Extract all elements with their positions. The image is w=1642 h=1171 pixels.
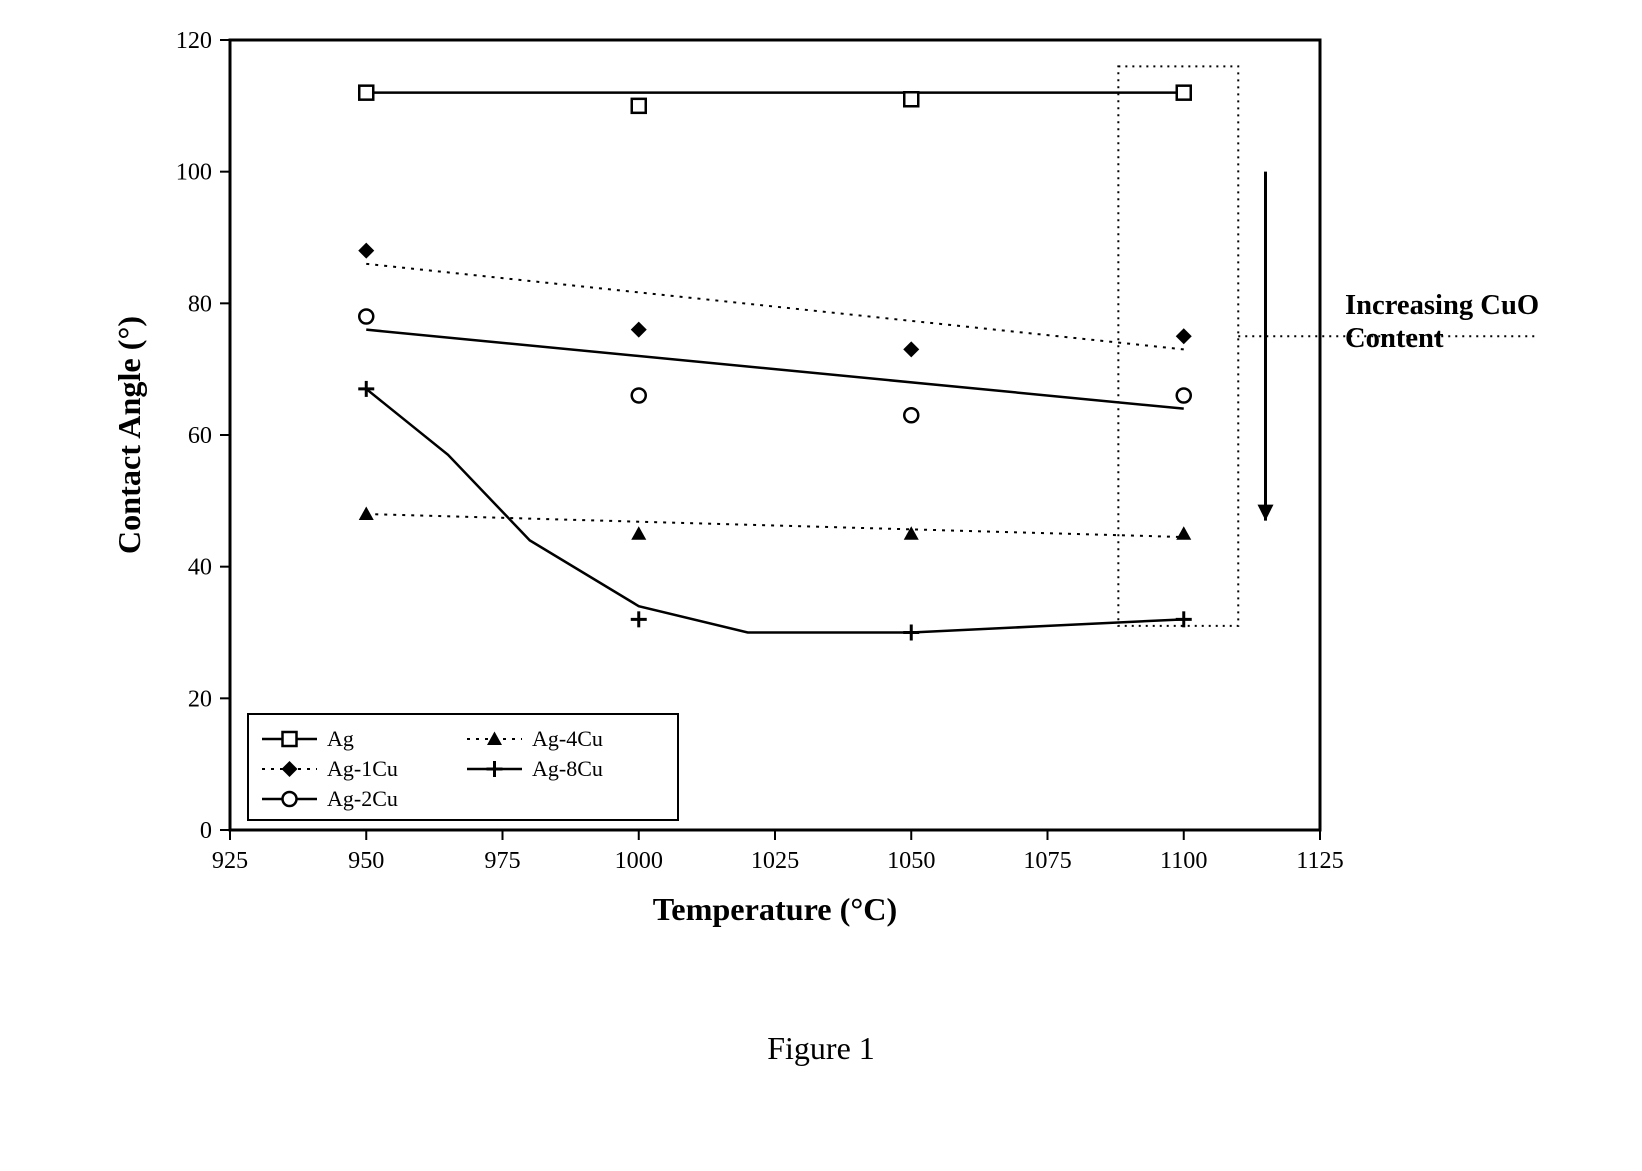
legend-label: Ag-8Cu	[532, 756, 603, 781]
x-tick-label: 925	[212, 847, 248, 874]
legend-label: Ag-1Cu	[327, 756, 398, 781]
y-tick-label: 120	[176, 27, 212, 54]
marker-circle-open	[359, 310, 373, 324]
chart-svg: 925 950 975 1000 1025 1050 1075 1100 1125 0 20 40 60…	[0, 0, 1642, 1000]
x-axis-label: Temperature (°C)	[653, 891, 897, 927]
legend-label: Ag	[327, 726, 354, 751]
marker-square-open	[904, 92, 918, 106]
x-tick-label: 1050	[887, 847, 935, 874]
marker-circle-open	[283, 792, 297, 806]
legend-label: Ag-4Cu	[532, 726, 603, 751]
y-axis-label: Contact Angle (°)	[111, 316, 147, 554]
marker-square-open	[1177, 86, 1191, 100]
y-tick-label: 40	[188, 554, 212, 581]
chart-container: 925 950 975 1000 1025 1050 1075 1100 1125 0 20 40 60…	[0, 0, 1642, 1000]
legend-box	[248, 714, 678, 820]
marker-square-open	[283, 732, 297, 746]
figure-caption: Figure 1	[0, 1030, 1642, 1067]
y-tick-label: 80	[188, 290, 212, 317]
marker-circle-open	[632, 389, 646, 403]
legend-label: Ag-2Cu	[327, 786, 398, 811]
y-tick-label: 100	[176, 159, 212, 186]
marker-circle-open	[1177, 389, 1191, 403]
marker-square-open	[632, 99, 646, 113]
x-tick-label: 1125	[1296, 847, 1343, 874]
plot-area	[230, 40, 1320, 830]
x-tick-label: 1075	[1023, 847, 1071, 874]
y-tick-label: 60	[188, 422, 212, 449]
x-tick-label: 950	[348, 847, 384, 874]
y-tick-label: 0	[200, 817, 212, 844]
page: 925 950 975 1000 1025 1050 1075 1100 1125 0 20 40 60…	[0, 0, 1642, 1171]
y-tick-label: 20	[188, 685, 212, 712]
x-tick-label: 1025	[751, 847, 799, 874]
marker-circle-open	[904, 408, 918, 422]
x-tick-label: 975	[484, 847, 520, 874]
x-tick-label: 1000	[615, 847, 663, 874]
increasing-cuo-annotation: Increasing CuO Content	[1345, 290, 1539, 356]
marker-square-open	[359, 86, 373, 100]
x-tick-label: 1100	[1160, 847, 1207, 874]
